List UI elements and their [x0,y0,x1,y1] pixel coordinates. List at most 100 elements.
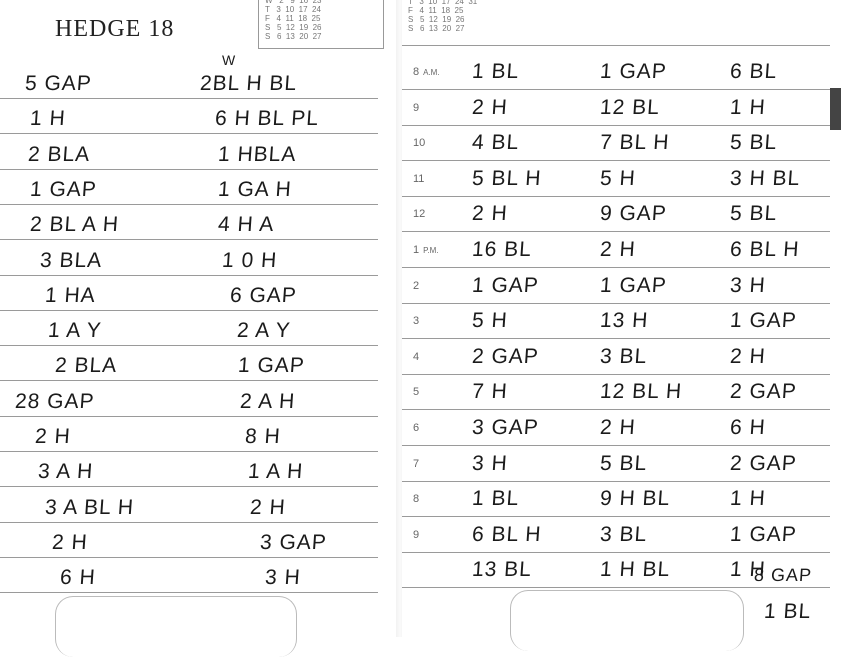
hour: 8 [413,66,420,78]
tally-entry: 2 BLA [27,142,92,166]
time-label: 1 P.M. [413,244,439,256]
ruled-line [402,124,830,126]
ruled-line [402,160,830,162]
hour: 8 [413,493,420,506]
ruled-line [0,203,378,205]
tally-entry: 2 GAP [471,344,540,368]
tally-entry: 1 0 H [221,248,279,272]
meridiem: P.M. [423,246,439,255]
tally-entry: 16 BL [471,238,533,261]
hour: 6 [413,422,420,434]
hour: 1 [413,244,420,256]
ruled-line [402,480,830,482]
tally-entry: 7 H [471,380,509,404]
tally-entry: 2 H [729,344,767,368]
time-label: 8 [413,493,423,505]
tally-entry: 2 GAP [729,451,798,475]
ruled-line [402,89,830,90]
time-label: 2 [413,280,423,292]
ruled-line [402,516,830,518]
hour: 9 [413,528,420,541]
tally-entry: 4 BL [471,131,521,155]
tally-entry: 1 GAP [729,309,798,333]
ruled-line [0,98,378,99]
hour: 11 [413,172,425,185]
tally-entry: 13 H [599,309,650,333]
tally-entry: 1 BL [471,487,521,511]
ruled-line [0,309,378,311]
tally-entry: 3 A H [37,460,95,484]
tally-entry: 1 GA H [217,177,293,201]
time-label: 9 [413,529,423,541]
ruled-line [0,274,378,276]
left-notebook-page: W 2 9 16 23 T 3 10 17 24 F 4 11 18 25 S … [0,0,398,657]
tally-entry: 12 BL [599,95,661,119]
ruled-line [0,451,378,452]
tally-entry: 6 BL H [471,522,543,546]
tally-entry: 5 BL [729,131,779,155]
tally-entry: 9 H BL [599,487,672,511]
tally-entry: 2 H [471,95,509,119]
annotation: W [222,52,236,68]
tally-entry: 1 H [729,95,767,119]
tally-entry: 2 BLA [54,354,119,378]
ruled-line [402,195,830,197]
tally-entry: 5 BL [729,202,779,226]
tally-entry: 1 GAP [29,177,98,201]
tally-entry: 5 BL [599,451,649,475]
hour: 2 [413,279,420,292]
mini-calendar: T 3 10 17 24 31 F 4 11 18 25 S 5 12 19 2… [408,0,478,33]
hour: 3 [413,315,420,328]
tally-entry: 7 BL H [599,131,671,155]
tally-entry: 3 BL [599,344,649,368]
page-footer-box [55,596,297,657]
hour: 7 [413,457,420,470]
tally-entry: 2 GAP [729,380,798,404]
time-label: 11 [413,173,428,185]
right-notebook-page: T 3 10 17 24 31 F 4 11 18 25 S 5 12 19 2… [402,0,841,651]
tally-entry: 2 H [599,238,637,261]
tally-entry: 5 H [599,166,637,190]
tally-entry: 13 BL [471,558,533,582]
meridiem: A.M. [423,68,440,77]
tally-entry: 3 GAP [259,530,328,554]
tally-entry: 6 BL H [729,238,801,261]
tally-entry: 1 GAP [599,60,668,83]
tally-entry: 1 HA [44,283,97,307]
tally-entry: 9 GAP [599,202,668,226]
page-footer-box [510,590,744,651]
tally-entry: 1 HBLA [217,142,298,166]
tally-entry: 2 H [34,425,72,448]
hour: 9 [413,101,420,114]
page-tab [830,88,841,130]
ruled-line [402,373,830,375]
ruled-line [0,345,378,347]
overflow-entry: 1 BL [763,600,813,623]
ruled-line [0,486,378,488]
tally-entry: 1 H [729,487,767,511]
tally-entry: 1 A H [247,460,305,484]
tally-entry: 3 H [729,273,767,297]
tally-entry: 2 H [249,495,287,519]
tally-entry: 28 GAP [14,389,96,413]
tally-entry: 3 BL [599,522,649,546]
time-label: 5 [413,386,423,398]
tally-entry: 2BL H BL [199,72,298,95]
tally-entry: 3 H [471,451,509,475]
time-label: 12 [413,208,429,220]
tally-entry: 2 A Y [236,319,292,343]
ruled-line [402,231,830,233]
time-label: 4 [413,351,423,363]
tally-entry: 1 A Y [47,319,103,343]
tally-entry: 6 H [59,566,97,590]
ruled-line [402,551,830,553]
time-label: 9 [413,102,423,114]
ruled-line [402,338,830,340]
ruled-line [0,380,378,382]
tally-entry: 6 H BL PL [214,107,320,131]
tally-entry: 2 BL A H [29,213,120,237]
tally-entry: 3 H BL [729,166,802,190]
tally-entry: 3 GAP [471,416,540,439]
tally-entry: 3 H [264,566,302,590]
tally-entry: 8 H [244,425,282,448]
